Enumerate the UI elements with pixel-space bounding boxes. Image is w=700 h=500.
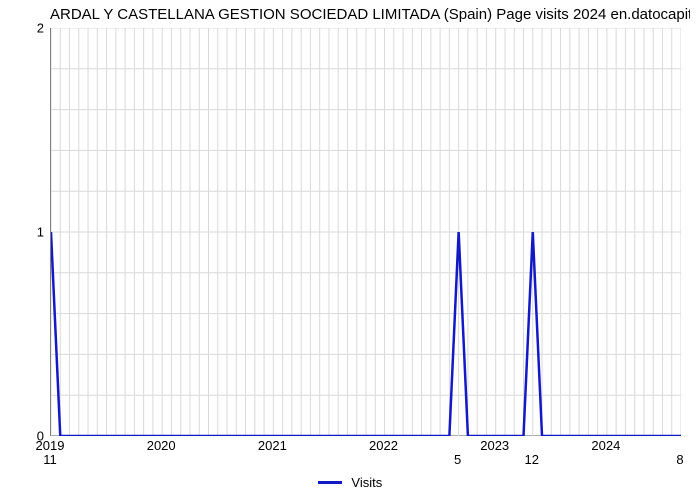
- plot-area: [50, 28, 680, 436]
- point-label: 5: [454, 452, 461, 467]
- chart-container: ARDAL Y CASTELLANA GESTION SOCIEDAD LIMI…: [0, 0, 700, 500]
- x-tick-label: 2021: [258, 438, 287, 453]
- point-label: 11: [43, 452, 57, 467]
- point-label: 8: [676, 452, 683, 467]
- x-tick-label: 2019: [36, 438, 65, 453]
- legend-label: Visits: [351, 475, 382, 490]
- point-label: 12: [525, 452, 539, 467]
- x-tick-label: 2023: [480, 438, 509, 453]
- x-tick-label: 2020: [147, 438, 176, 453]
- legend-swatch: [318, 481, 342, 484]
- chart-svg: [51, 28, 681, 436]
- x-tick-label: 2024: [591, 438, 620, 453]
- x-tick-label: 2022: [369, 438, 398, 453]
- y-tick-label: 2: [4, 21, 44, 36]
- y-tick-label: 1: [4, 225, 44, 240]
- chart-title: ARDAL Y CASTELLANA GESTION SOCIEDAD LIMI…: [50, 6, 690, 23]
- legend: Visits: [0, 474, 700, 490]
